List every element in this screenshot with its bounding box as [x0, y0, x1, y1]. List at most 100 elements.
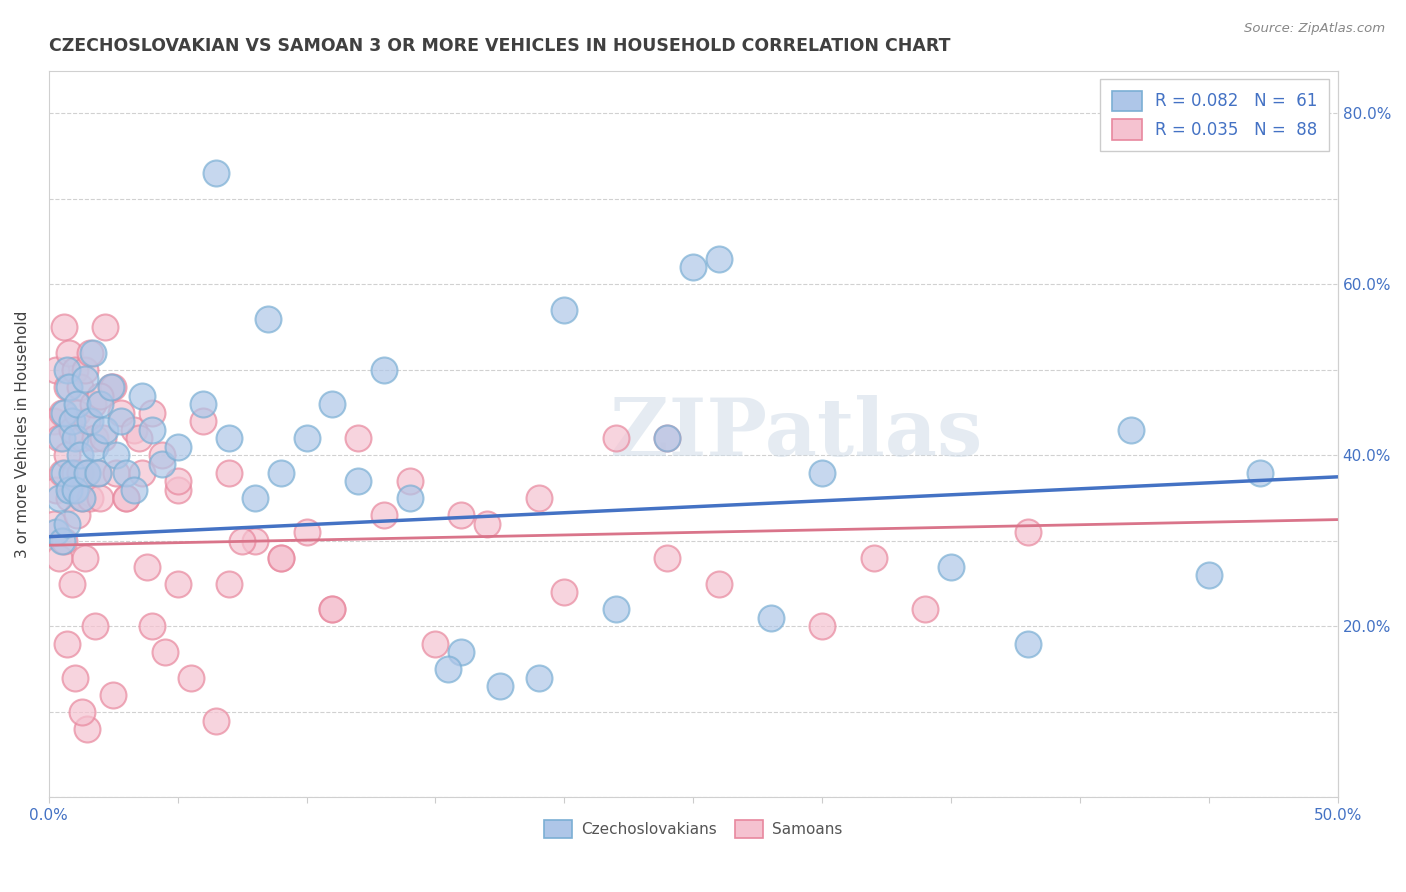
Point: [115, 491, 138, 506]
Point: [527, 491, 550, 506]
Point: [270, 551, 292, 566]
Point: [321, 602, 343, 616]
Point: [53, 320, 76, 334]
Point: [42, 414, 65, 428]
Point: [605, 602, 627, 616]
Point: [63, 363, 86, 377]
Point: [347, 431, 370, 445]
Point: [69, 449, 91, 463]
Point: [153, 645, 176, 659]
Point: [193, 414, 215, 428]
Point: [72, 491, 94, 506]
Point: [66, 397, 89, 411]
Point: [103, 380, 125, 394]
Text: Source: ZipAtlas.com: Source: ZipAtlas.com: [1244, 22, 1385, 36]
Point: [58, 380, 80, 394]
Point: [141, 423, 163, 437]
Point: [811, 619, 834, 633]
Point: [437, 662, 460, 676]
Point: [707, 252, 730, 266]
Point: [56, 380, 79, 394]
Point: [180, 671, 202, 685]
Point: [56, 449, 79, 463]
Point: [115, 491, 138, 506]
Point: [56, 516, 79, 531]
Point: [150, 449, 173, 463]
Point: [1121, 423, 1143, 437]
Point: [110, 414, 132, 428]
Point: [84, 440, 107, 454]
Point: [100, 380, 122, 394]
Point: [347, 474, 370, 488]
Point: [100, 380, 122, 394]
Point: [131, 466, 153, 480]
Point: [58, 346, 80, 360]
Point: [657, 431, 679, 445]
Point: [45, 525, 67, 540]
Point: [166, 440, 188, 454]
Point: [89, 397, 111, 411]
Point: [94, 423, 117, 437]
Point: [450, 645, 472, 659]
Y-axis label: 3 or more Vehicles in Household: 3 or more Vehicles in Household: [15, 310, 30, 558]
Point: [321, 602, 343, 616]
Point: [72, 431, 94, 445]
Point: [60, 414, 83, 428]
Point: [243, 491, 266, 506]
Point: [128, 431, 150, 445]
Point: [82, 346, 104, 360]
Point: [295, 431, 318, 445]
Point: [56, 636, 79, 650]
Point: [56, 363, 79, 377]
Point: [73, 371, 96, 385]
Point: [270, 466, 292, 480]
Point: [450, 508, 472, 523]
Point: [150, 457, 173, 471]
Point: [682, 260, 704, 275]
Point: [231, 533, 253, 548]
Point: [79, 346, 101, 360]
Point: [425, 636, 447, 650]
Point: [53, 466, 76, 480]
Point: [321, 397, 343, 411]
Point: [94, 320, 117, 334]
Point: [79, 491, 101, 506]
Point: [218, 466, 240, 480]
Point: [131, 389, 153, 403]
Point: [166, 576, 188, 591]
Point: [63, 671, 86, 685]
Point: [48, 491, 70, 506]
Point: [1017, 636, 1039, 650]
Point: [122, 483, 145, 497]
Point: [1017, 525, 1039, 540]
Point: [166, 474, 188, 488]
Point: [76, 466, 98, 480]
Point: [60, 576, 83, 591]
Point: [89, 389, 111, 403]
Point: [257, 311, 280, 326]
Point: [82, 397, 104, 411]
Point: [398, 474, 420, 488]
Point: [60, 466, 83, 480]
Point: [76, 722, 98, 736]
Point: [69, 380, 91, 394]
Point: [243, 533, 266, 548]
Point: [218, 576, 240, 591]
Point: [1198, 568, 1220, 582]
Point: [91, 431, 114, 445]
Point: [51, 466, 73, 480]
Point: [862, 551, 884, 566]
Point: [73, 551, 96, 566]
Point: [527, 671, 550, 685]
Point: [79, 414, 101, 428]
Point: [1249, 466, 1271, 480]
Point: [60, 423, 83, 437]
Point: [66, 508, 89, 523]
Point: [218, 431, 240, 445]
Legend: Czechoslovakians, Samoans: Czechoslovakians, Samoans: [538, 814, 848, 845]
Point: [811, 466, 834, 480]
Point: [115, 466, 138, 480]
Point: [141, 406, 163, 420]
Point: [51, 533, 73, 548]
Point: [58, 491, 80, 506]
